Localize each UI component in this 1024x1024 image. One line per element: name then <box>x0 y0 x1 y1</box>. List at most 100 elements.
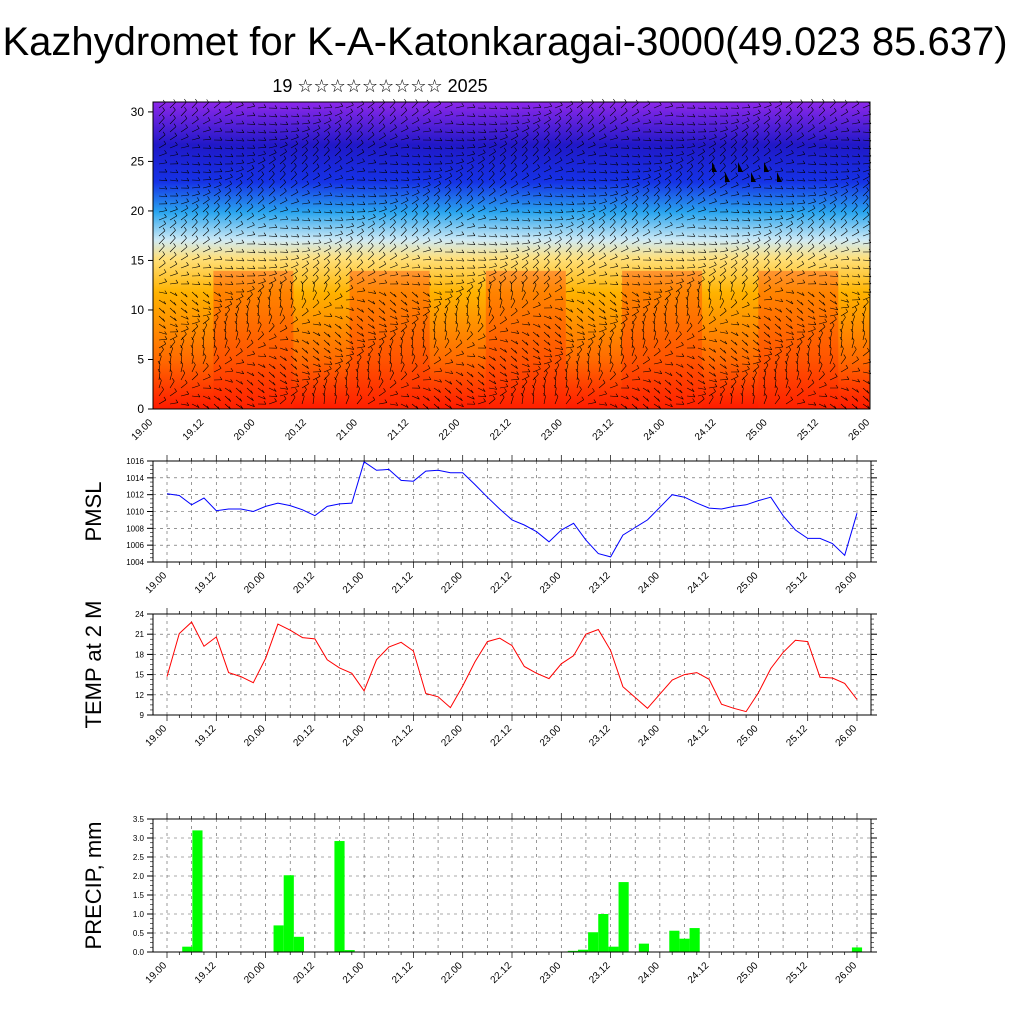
wind-barb-flag <box>263 150 266 155</box>
wind-barb-flag <box>318 232 322 237</box>
wind-barb <box>389 171 398 174</box>
wind-barb <box>620 283 629 286</box>
wind-barb-flag <box>489 305 492 309</box>
wind-barb-flag <box>461 151 465 156</box>
wind-barb-flag <box>593 151 597 155</box>
wind-barb <box>466 207 474 213</box>
wind-barb <box>499 363 507 370</box>
wind-barb-flag <box>405 308 409 312</box>
wind-barb-flag <box>822 226 825 231</box>
wind-barb-flag <box>446 337 450 342</box>
wind-barb <box>675 207 683 213</box>
wind-barb-flag <box>307 371 310 375</box>
wind-barb-flag <box>505 327 509 332</box>
wind-barb <box>246 324 249 333</box>
wind-barb <box>697 218 706 221</box>
wind-barb-flag <box>318 181 321 186</box>
wind-barb <box>675 251 684 254</box>
wind-barb-flag <box>846 175 850 179</box>
wind-barb-flag <box>526 252 530 257</box>
wind-barb <box>444 395 452 402</box>
wind-barb-flag <box>417 306 421 310</box>
wind-barb-flag <box>477 289 481 293</box>
wind-barb-flag <box>790 259 793 264</box>
wind-barb <box>246 342 254 349</box>
wind-barb <box>301 396 305 405</box>
wind-barb <box>411 185 420 189</box>
wind-barb <box>532 247 541 253</box>
wind-barb <box>763 225 772 229</box>
wind-barb <box>345 104 354 109</box>
wind-barb-flag <box>406 281 410 285</box>
wind-barb <box>466 259 475 262</box>
wind-barb-flag <box>351 346 355 350</box>
wind-barb <box>334 119 342 125</box>
wind-barb-flag <box>713 373 716 377</box>
wind-barb-flag <box>296 339 299 343</box>
wind-barb-flag <box>239 390 243 394</box>
wind-barb <box>466 225 475 229</box>
wind-barb <box>532 396 535 405</box>
wind-barb-flag <box>483 113 487 118</box>
wind-barb-flag <box>592 260 596 265</box>
wind-barb-flag <box>725 330 729 334</box>
wind-barb <box>686 316 691 325</box>
wind-barb-flag <box>593 177 597 182</box>
wind-barb-flag <box>668 382 672 386</box>
wind-barb <box>224 275 233 278</box>
wind-barb-flag <box>503 162 506 167</box>
wind-barb <box>818 187 827 189</box>
wind-barb-flag <box>549 224 553 228</box>
wind-barb-flag <box>670 257 674 262</box>
wind-barb-flag <box>774 361 778 365</box>
wind-barb-flag <box>252 151 256 156</box>
wind-barb <box>444 350 452 357</box>
wind-barb <box>323 113 332 117</box>
wind-barb-flag <box>393 331 396 335</box>
wind-barb <box>521 157 528 165</box>
wind-barb-flag <box>724 380 728 385</box>
wind-barb <box>521 255 530 261</box>
wind-barb-flag <box>285 216 289 220</box>
wind-barb <box>169 391 177 397</box>
wind-barb-flag <box>163 140 167 145</box>
wind-barb-flag <box>208 281 212 286</box>
wind-barb-flag <box>416 196 419 200</box>
wind-barb <box>389 194 398 197</box>
wind-barb <box>697 265 706 269</box>
wind-barb-flag <box>663 312 667 317</box>
wind-barb <box>532 185 541 189</box>
wind-barb <box>323 315 333 317</box>
wind-barb <box>202 365 209 373</box>
wind-barb-flag <box>813 198 816 202</box>
wind-barb <box>719 310 727 317</box>
wind-barb-flag <box>604 142 608 147</box>
wind-barb-flag <box>229 300 233 305</box>
wind-barb <box>279 165 286 173</box>
wind-barb-flag <box>503 147 507 151</box>
wind-barb <box>202 179 212 181</box>
wind-barb <box>609 266 618 269</box>
wind-barb-flag <box>797 345 801 349</box>
wind-barb <box>169 364 172 373</box>
wind-barb <box>400 214 407 221</box>
wind-barb-flag <box>725 190 728 194</box>
wind-barb-flag <box>757 293 761 297</box>
wind-barb-flag <box>505 383 509 387</box>
wind-barb-flag <box>614 204 617 208</box>
wind-barb-flag <box>306 180 310 185</box>
wind-barb-flag <box>197 393 201 398</box>
wind-barb <box>290 257 299 261</box>
wind-barb-flag <box>745 155 749 159</box>
wind-barb <box>422 102 430 109</box>
wind-barb-flag <box>371 107 374 111</box>
wind-barb <box>829 239 837 245</box>
wind-barb <box>521 376 530 381</box>
wind-barb-flag <box>207 107 210 112</box>
wind-barb <box>400 395 409 398</box>
wind-barb <box>521 184 530 189</box>
wind-barb-flag <box>505 225 509 230</box>
wind-barb <box>334 187 344 189</box>
wind-barb-flag <box>714 338 717 343</box>
wind-barb <box>477 355 486 360</box>
